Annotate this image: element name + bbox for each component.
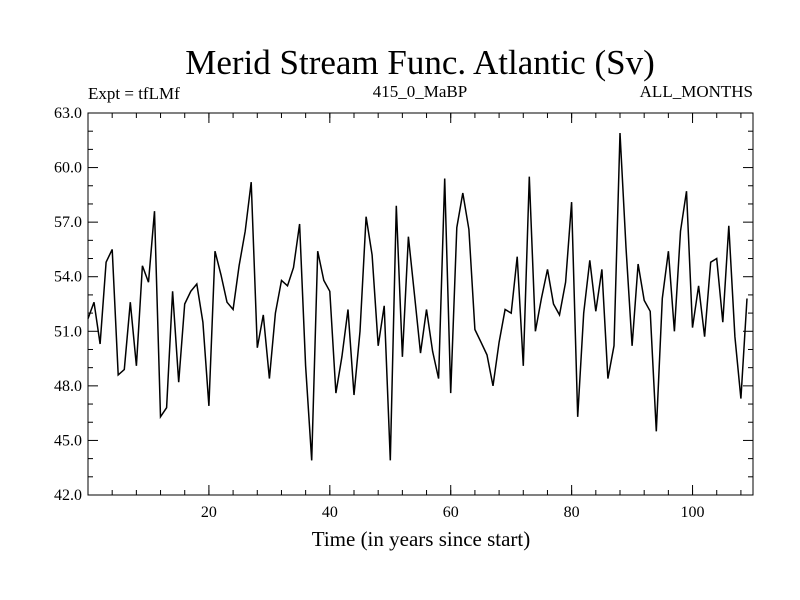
plot-frame: [87, 112, 754, 496]
x-axis-label: Time (in years since start): [312, 527, 531, 551]
x-tick-label: 40: [322, 504, 338, 521]
subtitle-center: 415_0_MaBP: [373, 82, 467, 101]
subtitle-left: Expt = tfLMf: [88, 84, 180, 103]
y-tick-label: 42.0: [54, 487, 82, 504]
x-tick-label: 20: [201, 504, 217, 521]
subtitle-right: ALL_MONTHS: [640, 82, 753, 101]
x-tick-label: 80: [564, 504, 580, 521]
y-tick-label: 54.0: [54, 269, 82, 286]
series-line: [87, 132, 748, 461]
x-tick-label: 60: [443, 504, 459, 521]
x-axis: 20 40 60 80 100: [111, 113, 742, 521]
y-tick-label: 45.0: [54, 432, 82, 449]
x-tick-label: 100: [681, 504, 705, 521]
y-tick-label: 63.0: [54, 105, 82, 122]
y-tick-label: 57.0: [54, 214, 82, 231]
y-tick-label: 48.0: [54, 378, 82, 395]
chart-title: Merid Stream Func. Atlantic (Sv): [185, 43, 655, 82]
y-axis: 42.0 45.0 48.0 51.0 54.0 57.0 60.0 63.0: [54, 105, 753, 504]
y-tick-label: 51.0: [54, 323, 82, 340]
y-tick-label: 60.0: [54, 160, 82, 177]
